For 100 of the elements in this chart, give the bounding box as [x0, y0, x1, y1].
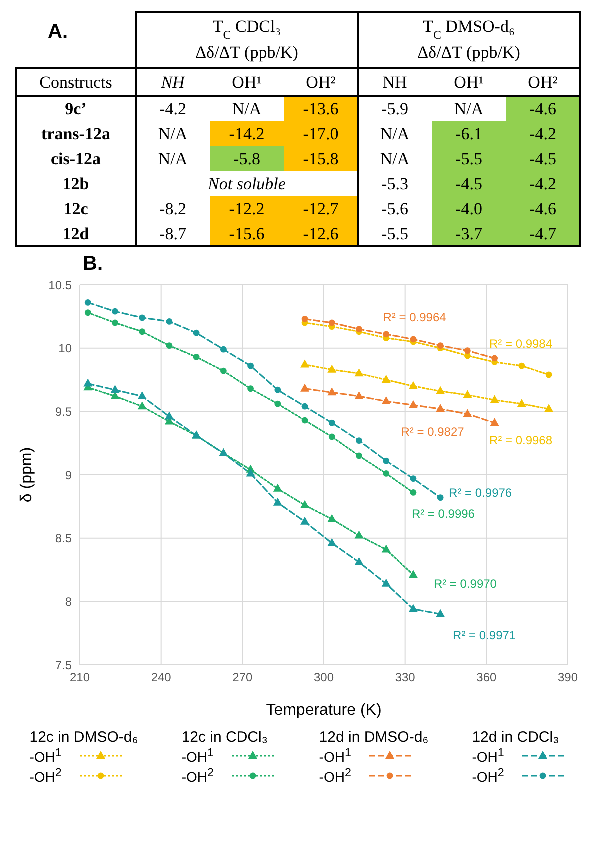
legend-label: -OH$^{2}$ — [30, 766, 62, 786]
point — [138, 391, 147, 400]
chart-title: A. — [48, 21, 68, 43]
point — [246, 468, 256, 477]
point — [490, 418, 500, 426]
x-tick-label: 390 — [558, 670, 578, 685]
data-label: -8.2 — [160, 200, 186, 218]
annotation: R² = 0.9964 — [383, 310, 447, 325]
legend-label: -OH$^{1}$ — [319, 746, 352, 766]
point — [112, 308, 118, 315]
point — [274, 386, 282, 394]
data-label: -14.2 — [229, 124, 265, 144]
data-label: -15.8 — [303, 150, 339, 168]
point — [356, 452, 362, 460]
point — [193, 330, 200, 336]
point — [463, 409, 472, 418]
y-tick-label: 8 — [65, 594, 72, 609]
data-label: -4.2 — [530, 174, 556, 194]
text: N/A — [380, 124, 410, 144]
text: Δδ/ΔT (ppb/K) — [418, 43, 520, 62]
x-tick-label: 210 — [70, 670, 90, 685]
point — [248, 362, 254, 370]
point — [408, 381, 418, 390]
point — [490, 395, 500, 404]
x-tick-label: NH — [160, 73, 187, 92]
point — [328, 514, 337, 522]
point — [354, 530, 364, 539]
y-tick-label: 10.5 — [48, 278, 72, 292]
point — [356, 438, 362, 444]
annotation: R² = 0.9976 — [449, 486, 512, 500]
point — [546, 372, 552, 378]
point — [354, 368, 364, 377]
point — [436, 609, 446, 618]
data-label: -5.5 — [382, 224, 408, 244]
text: 12d in DMSO-d₆ — [319, 729, 429, 746]
data-label: -12.7 — [303, 200, 340, 218]
y-tick-label: trans-12a — [42, 124, 111, 144]
point — [328, 434, 336, 440]
y-tick-label: 12d — [62, 224, 90, 244]
y-tick-label: 9.5 — [55, 404, 72, 419]
x-tick-label: 330 — [395, 670, 416, 685]
point — [408, 570, 418, 578]
text: Not soluble — [208, 174, 286, 194]
text: T$_{C}$ CDCl₃ — [212, 17, 282, 42]
text: N/A — [232, 100, 262, 118]
point — [138, 402, 147, 410]
data-label: -6.1 — [456, 124, 482, 144]
point — [84, 378, 93, 387]
data-label: -12.2 — [229, 200, 265, 218]
text: 12c in CDCl₃ — [182, 729, 268, 746]
point — [84, 300, 92, 306]
y-axis-title: Constructs — [40, 73, 112, 92]
point — [300, 516, 310, 525]
point — [110, 385, 120, 394]
point — [408, 400, 418, 408]
legend-label: -OH$^{2}$ — [319, 766, 352, 786]
point — [382, 375, 391, 383]
data-label: -4.6 — [530, 200, 556, 218]
point — [220, 368, 227, 374]
point — [273, 484, 282, 492]
data-label: -4.2 — [160, 100, 186, 118]
point — [410, 476, 417, 482]
x-tick-label: 360 — [476, 670, 497, 685]
point — [273, 498, 282, 506]
text: N/A — [158, 124, 188, 144]
data-label: -8.7 — [160, 224, 187, 244]
y-tick-label: 10 — [58, 342, 72, 356]
annotation: R² = 0.9970 — [434, 577, 498, 592]
text: N/A — [158, 150, 188, 168]
legend-label: -OH$^{1}$ — [472, 746, 504, 766]
point — [517, 399, 526, 408]
point — [328, 538, 337, 546]
point — [436, 404, 446, 412]
y-tick-label: 9c’ — [65, 100, 87, 118]
data-label: -12.6 — [303, 224, 339, 244]
point — [328, 388, 337, 396]
text: Δδ/ΔT (ppb/K) — [196, 43, 298, 62]
point — [383, 470, 390, 477]
point — [518, 362, 526, 370]
x-tick-label: 270 — [232, 670, 253, 685]
data-label: -15.6 — [229, 224, 265, 244]
point — [166, 342, 173, 349]
annotation: R² = 0.9968 — [490, 433, 553, 448]
y-tick-label: 8.5 — [55, 532, 72, 546]
point — [302, 403, 308, 410]
y-axis-title: δ (ppm) — [18, 447, 36, 503]
point — [300, 384, 310, 392]
point — [193, 354, 200, 360]
point — [328, 364, 337, 373]
point — [166, 318, 173, 325]
data-label: -5.5 — [456, 150, 482, 168]
point — [382, 578, 391, 587]
point — [139, 314, 146, 322]
data-label: -4.5 — [530, 150, 556, 168]
x-tick-label: NH — [382, 73, 408, 92]
legend-label: -OH$^{2}$ — [472, 766, 504, 786]
data-label: -13.6 — [303, 100, 339, 118]
point — [356, 326, 362, 333]
y-tick-label: 7.5 — [55, 658, 72, 672]
point — [328, 320, 336, 326]
